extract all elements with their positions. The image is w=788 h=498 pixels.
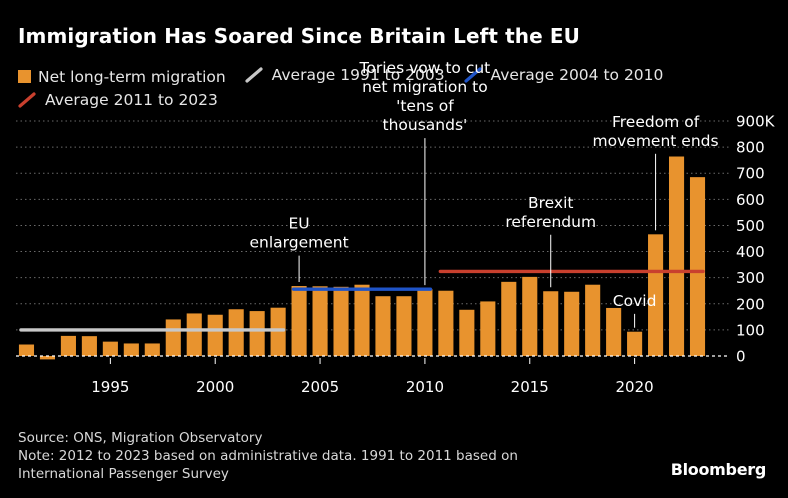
bar-2005 (312, 286, 328, 356)
bar-2023 (689, 177, 706, 356)
y-tick-label-100: 100 (736, 321, 765, 339)
bar-2018 (585, 284, 601, 356)
x-tick-label-2020: 2020 (616, 378, 654, 396)
legend-label-average-2004-2010: Average 2004 to 2010 (490, 66, 664, 84)
x-tick-label-2010: 2010 (406, 378, 444, 396)
method-note-line-1: Note: 2012 to 2023 based on administrati… (18, 448, 518, 464)
annotation-label-2004-line-2: enlargement (249, 234, 348, 252)
bar-1996 (123, 343, 139, 356)
bar-1992 (39, 356, 56, 360)
annotation-label-2016-line-1: Brexit (528, 194, 574, 212)
bar-2021 (648, 234, 664, 356)
x-tick-label-1995: 1995 (91, 378, 129, 396)
bar-2013 (480, 301, 496, 356)
legend-swatch-net-migration (18, 70, 31, 83)
y-tick-label-700: 700 (736, 165, 765, 183)
bar-2003 (270, 307, 286, 356)
annotation-label-2010-line-2: net migration to (362, 78, 488, 96)
legend-item-average-1991-2003: Average 1991 to 2003 (245, 64, 445, 86)
bar-2010 (417, 289, 433, 356)
bar-2019 (606, 307, 622, 356)
bar-2020 (627, 331, 643, 356)
bar-1997 (144, 343, 160, 356)
source-note: Source: ONS, Migration Observatory (18, 430, 263, 446)
annotation-label-2021-line-2: movement ends (593, 132, 719, 150)
bar-2014 (501, 281, 517, 356)
bar-2004 (291, 286, 307, 356)
bar-2016 (543, 291, 559, 356)
bar-1993 (60, 335, 76, 356)
legend-label-average-1991-2003: Average 1991 to 2003 (271, 66, 445, 84)
legend-line-average-2004-2010 (463, 67, 482, 83)
y-tick-label-500: 500 (736, 217, 765, 235)
bar-2011 (438, 290, 454, 356)
annotation-label-2010-line-3: 'tens of (396, 97, 454, 115)
bar-1998 (165, 319, 181, 356)
y-tick-label-800: 800 (736, 139, 765, 157)
legend-item-net-migration: Net long-term migration (18, 66, 226, 88)
y-tick-label-400: 400 (736, 243, 765, 261)
y-tick-label-300: 300 (736, 269, 765, 287)
annotation-label-2004-line-1: EU (289, 215, 310, 233)
bar-2015 (522, 276, 538, 356)
bar-1991 (18, 344, 35, 356)
method-note-line-2: International Passenger Survey (18, 466, 229, 482)
bar-2012 (459, 309, 475, 356)
legend-line-average-2011-2023 (18, 92, 36, 108)
x-tick-label-2015: 2015 (511, 378, 549, 396)
bar-2007 (354, 284, 370, 356)
bar-2001 (228, 309, 244, 356)
annotation-label-2021-line-1: Freedom of (612, 113, 700, 131)
bloomberg-logo: Bloomberg (670, 460, 767, 479)
bar-2017 (564, 291, 580, 356)
y-tick-label-900: 900K (736, 113, 776, 131)
y-tick-label-600: 600 (736, 191, 765, 209)
chart-title: Immigration Has Soared Since Britain Lef… (18, 24, 580, 48)
legend-item-average-2011-2023: Average 2011 to 2023 (18, 89, 218, 111)
annotation-label-2016-line-2: referendum (505, 213, 596, 231)
bar-2008 (375, 296, 391, 356)
legend-line-average-1991-2003 (245, 67, 263, 83)
legend-item-average-2004-2010: Average 2004 to 2010 (463, 64, 664, 86)
legend: Net long-term migration Average 1991 to … (18, 64, 738, 114)
legend-label-net-migration: Net long-term migration (38, 67, 226, 86)
annotation-label-2020-line-1: Covid (613, 292, 657, 310)
bar-1999 (186, 313, 202, 356)
bar-2009 (396, 296, 412, 356)
bar-1994 (81, 336, 97, 356)
annotation-label-2010-line-4: thousands' (383, 116, 468, 134)
bar-1995 (102, 341, 118, 356)
x-tick-label-2005: 2005 (301, 378, 339, 396)
y-tick-label-0: 0 (736, 348, 746, 366)
bar-2000 (207, 314, 223, 356)
bar-2006 (333, 286, 349, 356)
x-tick-label-2000: 2000 (196, 378, 234, 396)
bar-2022 (668, 156, 685, 356)
bar-2002 (249, 311, 265, 356)
annotation-label-2010-line-1: Tories vow to cut (359, 59, 491, 77)
legend-label-average-2011-2023: Average 2011 to 2023 (45, 91, 218, 109)
y-tick-label-200: 200 (736, 295, 765, 313)
